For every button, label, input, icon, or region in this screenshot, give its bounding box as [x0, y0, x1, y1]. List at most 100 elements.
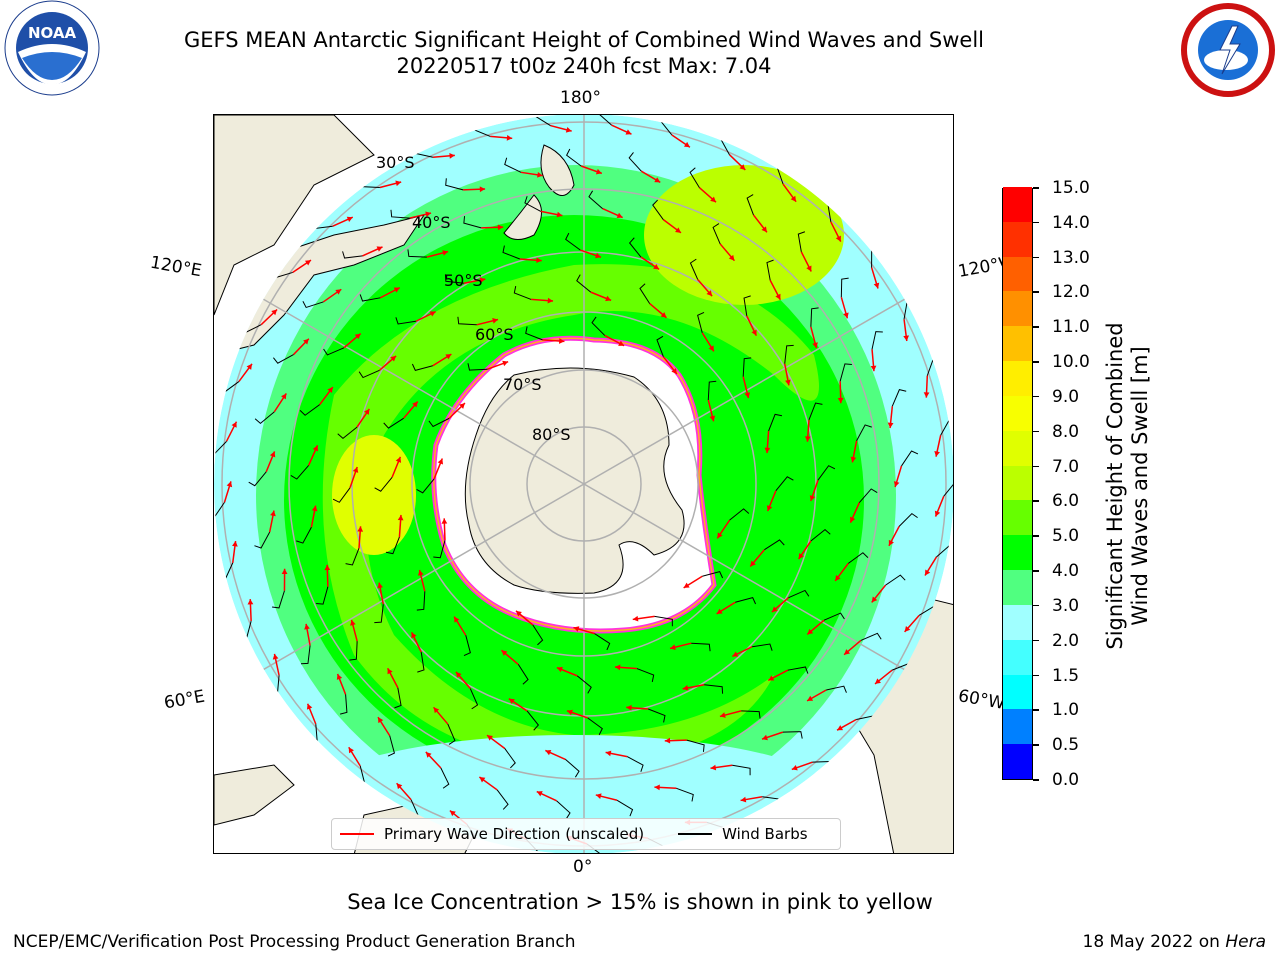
wave-direction-arrowhead [761, 226, 767, 233]
wave-direction-arrowhead [709, 415, 716, 422]
wave-direction-arrowhead [376, 246, 383, 252]
wave-direction-arrowhead [306, 703, 313, 710]
wave-direction-arrowhead [492, 317, 499, 324]
legend-label-wind-barbs: Wind Barbs [722, 825, 808, 843]
wave-direction-arrowhead [437, 458, 444, 465]
wind-barb [565, 232, 581, 251]
wind-barb [349, 641, 358, 661]
colorbar-segment [1003, 465, 1032, 501]
wave-direction-arrowhead [506, 134, 513, 141]
wind-barb [556, 800, 571, 820]
wind-barb [856, 424, 872, 442]
wave-direction-arrowhead [269, 451, 276, 458]
wind-barb [332, 487, 351, 503]
wave-direction-arrowhead [849, 516, 856, 523]
wave-direction-arrowhead [785, 379, 791, 386]
wind-barb [616, 799, 634, 817]
wave-direction-arrowhead [870, 365, 877, 372]
colorbar-segment [1003, 639, 1032, 675]
wave-direction-arrowhead [312, 445, 319, 452]
wind-barb [636, 668, 655, 683]
colorbar-tick [1033, 744, 1039, 746]
wind-barb [342, 251, 363, 259]
polar-map [213, 114, 954, 854]
colorbar-segment [1003, 221, 1032, 257]
colorbar-tick-label: 0.5 [1052, 735, 1080, 756]
wave-direction-arrowhead [653, 264, 660, 270]
colorbar-segment [1003, 604, 1032, 640]
wave-direction-arrowhead [806, 265, 812, 272]
legend-item-wind-barbs: Wind Barbs [670, 825, 808, 843]
wind-barb [735, 597, 757, 605]
wave-direction-arrowhead [565, 127, 572, 133]
wind-barb [639, 283, 651, 304]
wind-barb [445, 178, 464, 191]
wind-barb [395, 317, 416, 325]
colorbar-segment [1003, 709, 1032, 745]
colorbar-title-line1: Significant Height of Combined [1103, 322, 1127, 650]
wave-direction-arrowhead [595, 252, 601, 259]
colorbar-segment [1003, 744, 1032, 779]
wind-barb [689, 167, 700, 188]
wave-direction-arrowhead [395, 180, 402, 187]
colorbar [1002, 186, 1033, 780]
wind-barb [254, 411, 275, 425]
wave-direction-arrowhead [547, 297, 554, 304]
wind-barb [358, 369, 380, 379]
wind-barb [764, 539, 785, 551]
colorbar-tick [1033, 570, 1039, 572]
colorbar-tick-label: 6.0 [1052, 491, 1080, 512]
wind-barb [788, 589, 810, 599]
wind-barb [810, 307, 819, 327]
wave-direction-arrowhead [605, 295, 612, 302]
wave-direction-arrowhead [632, 615, 639, 622]
wave-direction-arrowhead [719, 712, 726, 718]
wave-direction-arrowhead [396, 783, 403, 790]
colorbar-tick-label: 14.0 [1052, 212, 1090, 233]
wave-direction-arrowhead [270, 510, 276, 517]
wave-direction-arrowhead [595, 168, 602, 175]
wave-direction-arrowhead [710, 764, 717, 771]
wave-direction-arrowhead [454, 616, 460, 623]
colorbar-tick-label: 15.0 [1052, 178, 1090, 198]
wave-direction-arrowhead [390, 355, 397, 362]
colorbar-tick [1033, 187, 1039, 189]
wave-direction-arrowhead [751, 329, 757, 336]
wind-barb [787, 666, 809, 674]
wind-barb [428, 417, 450, 428]
wind-barb [587, 717, 603, 736]
wind-barb [782, 731, 803, 739]
wave-maximum-pacific [644, 165, 844, 305]
wave-direction-arrowhead [336, 673, 343, 680]
wave-direction-arrowhead [449, 810, 456, 817]
colorbar-tick-label: 3.0 [1052, 595, 1080, 616]
wave-direction-arrowhead [231, 421, 237, 428]
wind-barb [290, 465, 309, 480]
colorbar-segment [1003, 535, 1032, 571]
lon-label-upper-left: 120°E [148, 252, 204, 282]
wave-direction-arrowhead [654, 784, 660, 791]
wave-direction-arrowhead [508, 698, 515, 704]
wind-barb [588, 190, 603, 209]
wind-barb [566, 148, 582, 167]
colorbar-tick-label: 10.0 [1052, 352, 1090, 373]
wave-direction-arrowhead [537, 171, 543, 178]
wind-barb [689, 258, 699, 280]
lat-label-70s: 70°S [503, 375, 542, 394]
wind-barb [871, 331, 883, 350]
wind-barb [383, 417, 404, 429]
lon-label-lower-left: 60°E [162, 686, 207, 714]
wave-direction-arrowhead [812, 342, 818, 349]
colorbar-tick-label: 11.0 [1052, 317, 1090, 338]
footer-date-text: 18 May 2022 on [1082, 932, 1226, 952]
wind-barb [565, 759, 580, 778]
colorbar-tick [1033, 639, 1039, 642]
wind-barb [652, 199, 664, 220]
wind-barb [752, 643, 773, 651]
wind-barb [784, 344, 794, 364]
wave-direction-arrowhead [923, 392, 930, 398]
wind-barb [626, 756, 644, 772]
colorbar-segment [1003, 674, 1032, 710]
wave-direction-arrowhead [875, 678, 881, 684]
svg-text:NOAA: NOAA [28, 24, 77, 42]
